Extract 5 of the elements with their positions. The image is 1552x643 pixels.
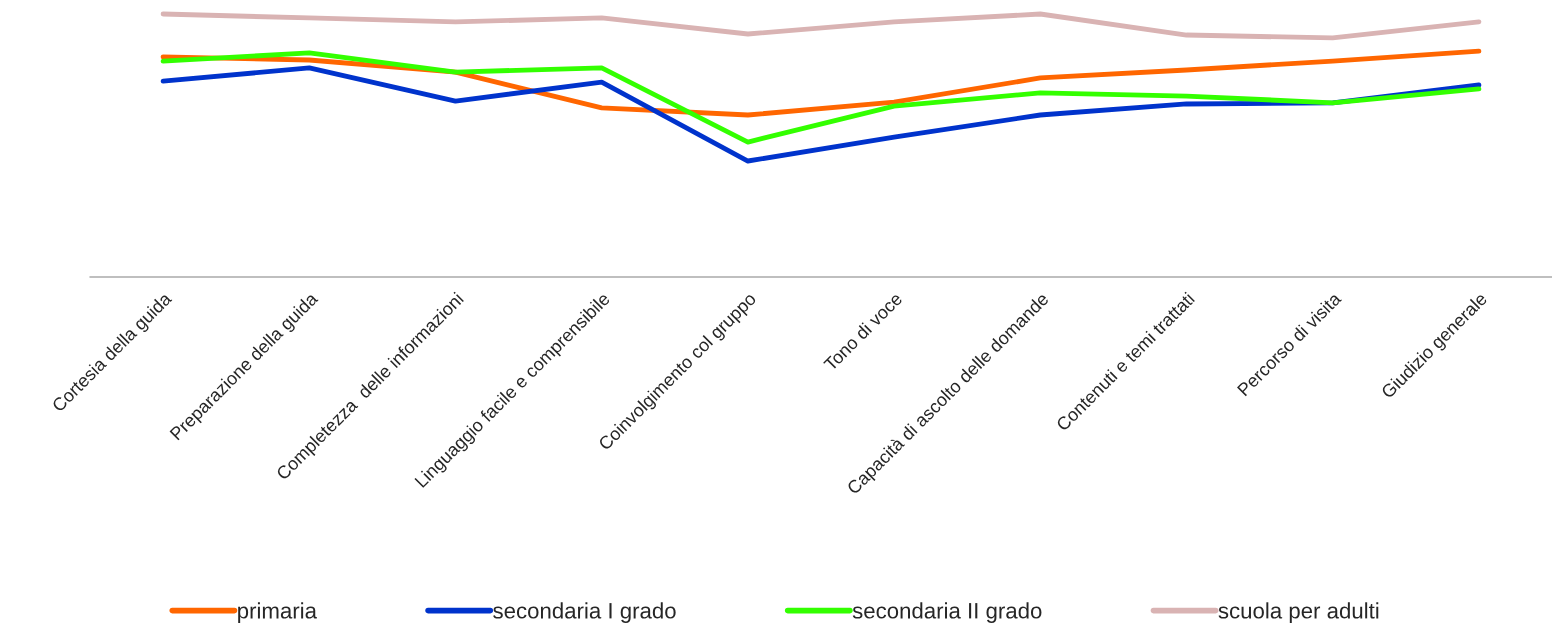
x-tick-label: Tono di voce — [822, 291, 903, 372]
legend-label: scuola per adulti — [1218, 602, 1379, 623]
legend-label: secondaria I grado — [493, 602, 676, 623]
legend-label: secondaria II grado — [852, 602, 1042, 623]
legend-label: primaria — [238, 602, 317, 623]
